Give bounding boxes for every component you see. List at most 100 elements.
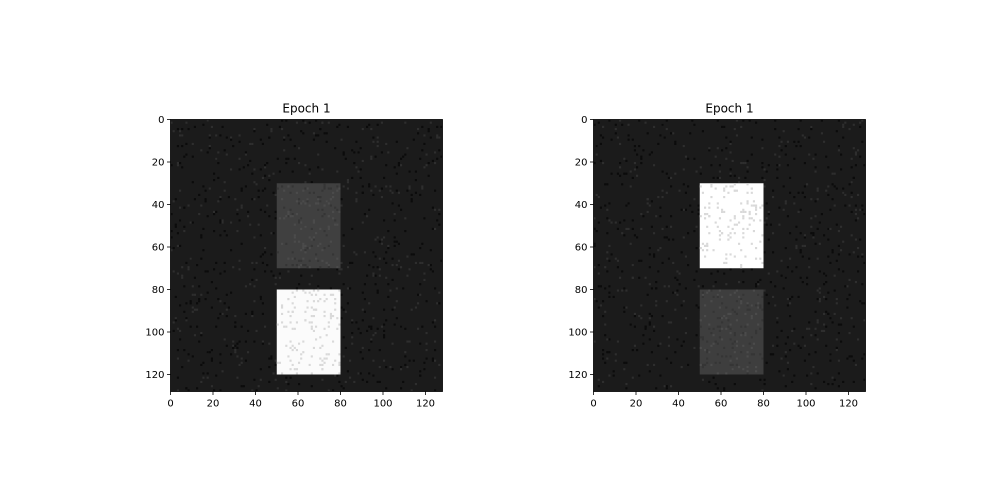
noise-pixel xyxy=(213,389,216,392)
noise-pixel xyxy=(406,366,409,369)
noise-pixel xyxy=(608,219,611,222)
noise-pixel xyxy=(361,357,364,360)
noise-pixel xyxy=(431,357,434,360)
noise-pixel xyxy=(642,334,645,337)
noise-pixel xyxy=(196,302,199,305)
noise-pixel xyxy=(744,176,747,179)
noise-pixel xyxy=(359,332,362,335)
noise-pixel xyxy=(419,283,422,286)
noise-pixel xyxy=(285,162,288,165)
noise-pixel xyxy=(767,164,770,167)
noise-pixel xyxy=(215,157,218,160)
noise-pixel xyxy=(631,376,634,379)
region-noise-pixel xyxy=(710,344,713,347)
region-noise-pixel xyxy=(319,336,322,339)
region-noise-pixel xyxy=(302,244,305,247)
noise-pixel xyxy=(810,125,813,128)
noise-pixel xyxy=(317,287,320,290)
region-noise-pixel xyxy=(323,310,326,313)
region-noise-pixel xyxy=(304,251,307,254)
region-noise-pixel xyxy=(716,295,719,298)
noise-pixel xyxy=(665,128,668,131)
noise-pixel xyxy=(778,206,781,209)
noise-pixel xyxy=(397,259,400,262)
region-noise-pixel xyxy=(332,293,335,296)
noise-pixel xyxy=(370,325,373,328)
noise-pixel xyxy=(774,304,777,307)
region-noise-pixel xyxy=(710,185,713,188)
region-noise-pixel xyxy=(298,342,301,345)
noise-pixel xyxy=(434,376,437,379)
noise-pixel xyxy=(848,332,851,335)
region-noise-pixel xyxy=(329,293,332,296)
noise-pixel xyxy=(200,236,203,239)
noise-pixel xyxy=(423,142,426,145)
region-noise-pixel xyxy=(710,300,713,303)
noise-pixel xyxy=(414,170,417,173)
noise-pixel xyxy=(349,376,352,379)
region-noise-pixel xyxy=(706,249,709,252)
noise-pixel xyxy=(351,336,354,339)
noise-pixel xyxy=(410,200,413,203)
noise-pixel xyxy=(200,334,203,337)
noise-pixel xyxy=(219,361,222,364)
noise-pixel xyxy=(176,128,179,131)
noise-pixel xyxy=(837,359,840,362)
noise-pixel xyxy=(427,128,430,131)
noise-pixel xyxy=(793,342,796,345)
noise-pixel xyxy=(831,321,834,324)
noise-pixel xyxy=(829,227,832,230)
noise-pixel xyxy=(670,321,673,324)
noise-pixel xyxy=(285,380,288,383)
region-noise-pixel xyxy=(716,342,719,345)
noise-pixel xyxy=(765,202,768,205)
noise-pixel xyxy=(835,223,838,226)
noise-pixel xyxy=(608,259,611,262)
noise-pixel xyxy=(782,208,785,211)
noise-pixel xyxy=(179,162,182,165)
noise-pixel xyxy=(837,323,840,326)
noise-pixel xyxy=(597,196,600,199)
region-noise-pixel xyxy=(761,234,764,237)
noise-pixel xyxy=(253,378,256,381)
noise-pixel xyxy=(185,121,188,124)
region-noise-pixel xyxy=(278,217,281,220)
noise-pixel xyxy=(823,234,826,237)
noise-pixel xyxy=(648,370,651,373)
region-noise-pixel xyxy=(293,295,296,298)
noise-pixel xyxy=(353,151,356,154)
noise-pixel xyxy=(661,227,664,230)
noise-pixel xyxy=(253,340,256,343)
region-noise-pixel xyxy=(729,293,732,296)
noise-pixel xyxy=(667,176,670,179)
noise-pixel xyxy=(633,315,636,318)
noise-pixel xyxy=(204,200,207,203)
region-noise-pixel xyxy=(315,293,318,296)
noise-pixel xyxy=(608,291,611,294)
noise-pixel xyxy=(684,287,687,290)
noise-pixel xyxy=(200,363,203,366)
noise-pixel xyxy=(689,132,692,135)
noise-pixel xyxy=(829,353,832,356)
region-noise-pixel xyxy=(701,249,704,252)
region-noise-pixel xyxy=(740,264,743,267)
noise-pixel xyxy=(701,378,704,381)
region-noise-pixel xyxy=(704,304,707,307)
noise-pixel xyxy=(644,325,647,328)
noise-pixel xyxy=(266,264,269,267)
region-noise-pixel xyxy=(738,221,741,224)
noise-pixel xyxy=(338,380,341,383)
noise-pixel xyxy=(206,291,209,294)
noise-pixel xyxy=(232,145,235,148)
noise-pixel xyxy=(693,278,696,281)
noise-pixel xyxy=(674,291,677,294)
region-noise-pixel xyxy=(302,340,305,343)
region-noise-pixel xyxy=(706,351,709,354)
noise-pixel xyxy=(825,155,828,158)
noise-pixel xyxy=(733,174,736,177)
noise-pixel xyxy=(602,300,605,303)
noise-pixel xyxy=(340,268,343,271)
noise-pixel xyxy=(400,387,403,390)
noise-pixel xyxy=(859,125,862,128)
noise-pixel xyxy=(395,172,398,175)
